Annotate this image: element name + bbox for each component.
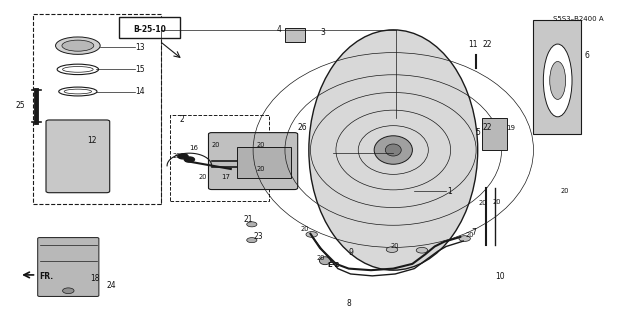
Text: 20: 20 bbox=[256, 142, 265, 148]
Bar bbox=[170, 115, 269, 201]
Ellipse shape bbox=[550, 62, 566, 100]
Text: 23: 23 bbox=[253, 232, 263, 241]
Text: 20: 20 bbox=[492, 199, 500, 205]
Circle shape bbox=[257, 162, 268, 167]
FancyBboxPatch shape bbox=[46, 120, 109, 193]
Circle shape bbox=[416, 248, 428, 253]
Ellipse shape bbox=[374, 136, 412, 164]
Text: 20: 20 bbox=[390, 242, 399, 249]
Text: 19: 19 bbox=[507, 125, 516, 131]
Text: 21: 21 bbox=[244, 215, 253, 224]
Circle shape bbox=[387, 247, 397, 252]
Ellipse shape bbox=[56, 37, 100, 54]
Text: B-25-10: B-25-10 bbox=[132, 25, 166, 34]
Text: 20: 20 bbox=[478, 200, 486, 206]
Text: 20: 20 bbox=[561, 188, 570, 194]
FancyBboxPatch shape bbox=[38, 238, 99, 296]
Circle shape bbox=[306, 232, 317, 237]
Ellipse shape bbox=[309, 30, 477, 270]
Text: 14: 14 bbox=[135, 87, 145, 96]
Bar bbox=[483, 118, 507, 150]
Bar bbox=[33, 14, 161, 204]
Bar bbox=[119, 17, 180, 38]
Circle shape bbox=[246, 238, 257, 243]
Circle shape bbox=[246, 222, 257, 227]
Text: 20: 20 bbox=[300, 226, 308, 232]
Text: 26: 26 bbox=[298, 123, 307, 132]
Bar bbox=[237, 147, 291, 178]
Text: 4: 4 bbox=[276, 25, 281, 34]
Text: 15: 15 bbox=[135, 65, 145, 74]
Text: 13: 13 bbox=[135, 43, 145, 52]
Bar bbox=[285, 28, 305, 42]
Text: 20: 20 bbox=[256, 166, 265, 172]
Text: 9: 9 bbox=[349, 248, 353, 257]
Circle shape bbox=[232, 151, 243, 156]
Text: 22: 22 bbox=[483, 40, 492, 48]
Text: 16: 16 bbox=[189, 145, 198, 151]
Bar bbox=[534, 20, 581, 134]
Text: 20: 20 bbox=[212, 142, 220, 148]
Circle shape bbox=[184, 157, 195, 162]
Text: 20: 20 bbox=[172, 153, 180, 159]
Ellipse shape bbox=[62, 40, 94, 51]
Text: S5S3–B2400 A: S5S3–B2400 A bbox=[553, 16, 604, 22]
Text: 22: 22 bbox=[483, 123, 492, 132]
Text: 11: 11 bbox=[468, 40, 477, 49]
Text: 1: 1 bbox=[447, 187, 452, 196]
Text: 5: 5 bbox=[476, 128, 481, 137]
Ellipse shape bbox=[543, 44, 572, 117]
Text: 12: 12 bbox=[88, 136, 97, 145]
Text: 7: 7 bbox=[472, 228, 477, 237]
Circle shape bbox=[178, 154, 188, 159]
Text: 25: 25 bbox=[15, 101, 25, 110]
Text: 17: 17 bbox=[221, 174, 230, 180]
Text: 20: 20 bbox=[465, 232, 474, 238]
Circle shape bbox=[459, 236, 470, 241]
Text: 24: 24 bbox=[106, 281, 116, 291]
Ellipse shape bbox=[319, 257, 331, 265]
Text: 2: 2 bbox=[180, 115, 184, 124]
FancyBboxPatch shape bbox=[209, 133, 298, 189]
Text: 18: 18 bbox=[91, 274, 100, 283]
Ellipse shape bbox=[385, 144, 401, 156]
Text: 10: 10 bbox=[495, 272, 505, 281]
Text: 20: 20 bbox=[317, 255, 325, 261]
Text: 8: 8 bbox=[346, 299, 351, 308]
Text: 3: 3 bbox=[320, 28, 325, 37]
Circle shape bbox=[239, 155, 248, 160]
Text: 20: 20 bbox=[199, 174, 207, 180]
Circle shape bbox=[63, 288, 74, 293]
Text: E-2: E-2 bbox=[328, 263, 340, 268]
Text: FR.: FR. bbox=[40, 272, 54, 281]
Text: 6: 6 bbox=[584, 51, 589, 60]
